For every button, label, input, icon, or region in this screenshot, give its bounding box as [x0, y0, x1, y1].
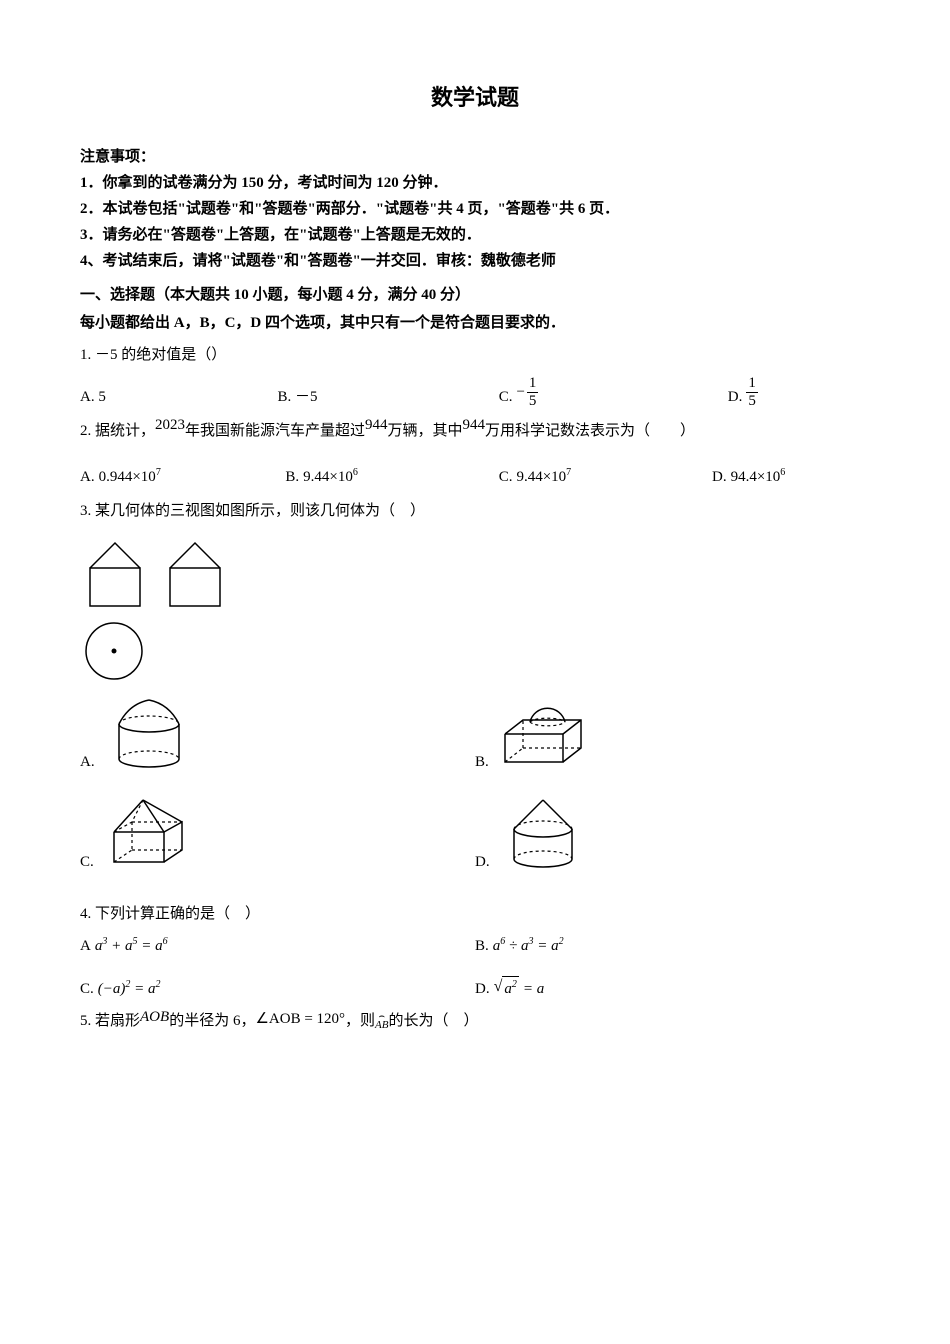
q4-a-label: A [80, 934, 91, 958]
q2-a-exp: 7 [156, 467, 161, 478]
q1-d-den: 5 [746, 393, 758, 410]
instruction-line-3: 3．请务必在"答题卷"上答题，在"试题卷"上答题是无效的． [80, 223, 870, 247]
q2-choice-a: A. 0.944×107 [80, 465, 285, 489]
q1-choice-b: B. －5 [278, 385, 499, 409]
q4-choice-d: D. √ a2 = a [475, 974, 870, 1001]
q4-d-exp: 2 [512, 979, 517, 990]
q4-a-eq: = a [137, 938, 162, 954]
q4-d-eq: = a [523, 977, 544, 1001]
question-1: 1. －5 的绝对值是（） A. 5 B. －5 C. − 1 5 D. 1 5 [80, 343, 870, 409]
q5-aob: AOB [140, 1005, 169, 1029]
q4-c-expr: (−a) [98, 981, 126, 997]
top-view-icon [82, 619, 147, 684]
instructions-header: 注意事项： [80, 145, 870, 169]
three-views-diagram [80, 533, 870, 684]
q5-text: 5. 若扇形 AOB 的半径为 6， ∠AOB = 120° ，则 ⌢ AB 的… [80, 1009, 479, 1033]
q1-c-neg: − [516, 380, 524, 404]
q2-c-label: C. [499, 465, 513, 489]
q4-b-eq: = a [534, 938, 559, 954]
side-view-icon [160, 533, 230, 613]
q3-choice-a: A. [80, 694, 475, 774]
q5-angle: ∠AOB = 120° [255, 1007, 345, 1031]
q4-a-plus: + a [107, 938, 132, 954]
q3-choice-d: D. [475, 794, 870, 874]
q1-choice-d: D. 1 5 [728, 375, 870, 409]
q1-d-num: 1 [746, 375, 758, 393]
q1-choice-a: A. 5 [80, 385, 278, 409]
q2-a-val: 0.944×10 [99, 469, 156, 485]
question-2: 2. 据统计， 2023 年我国新能源汽车产量超过 944 万辆，其中 944 … [80, 419, 870, 489]
q2-b-val: 9.44×10 [303, 469, 353, 485]
q2-mid2: 万辆，其中 [388, 419, 463, 443]
page-title: 数学试题 [80, 80, 870, 115]
q2-val1: 944 [365, 413, 388, 437]
q2-prefix: 2. 据统计， [80, 419, 155, 443]
instruction-line-1: 1．你拿到的试卷满分为 150 分，考试时间为 120 分钟． [80, 171, 870, 195]
solid-a-icon [101, 694, 196, 774]
q2-choice-d: D. 94.4×106 [712, 465, 870, 489]
q2-a-label: A. [80, 465, 95, 489]
q4-b-div: ÷ a [505, 938, 528, 954]
instructions-block: 注意事项： 1．你拿到的试卷满分为 150 分，考试时间为 120 分钟． 2．… [80, 145, 870, 273]
q2-choice-c: C. 9.44×107 [499, 465, 712, 489]
q5-mid1: 的半径为 6， [169, 1009, 255, 1033]
q4-text: 4. 下列计算正确的是（ ） [80, 902, 870, 926]
q4-a-e3: 6 [163, 936, 168, 947]
solid-d-icon [496, 794, 591, 874]
section-1-header: 一、选择题（本大题共 10 小题，每小题 4 分，满分 40 分） [80, 283, 870, 307]
q5-suffix: 的长为（ ） [389, 1009, 479, 1033]
q3-a-label: A. [80, 750, 95, 774]
q3-b-label: B. [475, 750, 489, 774]
q2-c-exp: 7 [566, 467, 571, 478]
q2-choice-b: B. 9.44×106 [285, 465, 498, 489]
q4-d-inner: a [504, 981, 512, 997]
q2-year: 2023 [155, 413, 185, 437]
solid-c-icon [100, 794, 195, 874]
q4-c-eq: = a [130, 981, 155, 997]
q5-prefix: 5. 若扇形 [80, 1009, 140, 1033]
q1-choice-c: C. − 1 5 [499, 375, 728, 409]
q3-d-label: D. [475, 850, 490, 874]
q4-c-exp2: 2 [156, 979, 161, 990]
q2-b-label: B. [285, 465, 299, 489]
instruction-line-4: 4、考试结束后，请将"试题卷"和"答题卷"一并交回．审核：魏敬德老师 [80, 249, 870, 273]
q4-choice-b: B. a6 ÷ a3 = a2 [475, 934, 870, 958]
q1-c-den: 5 [527, 393, 539, 410]
q4-choice-a: A a3 + a5 = a6 [80, 934, 475, 958]
q2-d-val: 94.4×10 [731, 469, 781, 485]
arc-ab-icon: ⌢ AB [375, 1012, 388, 1031]
q2-suffix: 万用科学记数法表示为（ ） [485, 419, 695, 443]
q3-choice-b: B. [475, 694, 870, 774]
instruction-line-2: 2．本试卷包括"试题卷"和"答题卷"两部分．"试题卷"共 4 页，"答题卷"共 … [80, 197, 870, 221]
q3-choice-c: C. [80, 794, 475, 874]
question-5: 5. 若扇形 AOB 的半径为 6， ∠AOB = 120° ，则 ⌢ AB 的… [80, 1009, 870, 1041]
section-1-subheader: 每小题都给出 A，B，C，D 四个选项，其中只有一个是符合题目要求的． [80, 311, 870, 335]
q5-arc-label: AB [375, 1019, 388, 1031]
q4-d-label: D. [475, 977, 490, 1001]
front-view-icon [80, 533, 150, 613]
q2-text: 2. 据统计， 2023 年我国新能源汽车产量超过 944 万辆，其中 944 … [80, 419, 695, 443]
sqrt-icon: √ [494, 974, 503, 1000]
q4-b-label: B. [475, 934, 489, 958]
q4-choice-c: C. (−a)2 = a2 [80, 974, 475, 1001]
q1-text: 1. －5 的绝对值是（） [80, 343, 870, 367]
q1-c-label: C. [499, 385, 513, 409]
q1-c-num: 1 [527, 375, 539, 393]
q4-c-label: C. [80, 977, 94, 1001]
q2-mid1: 年我国新能源汽车产量超过 [185, 419, 365, 443]
q2-c-val: 9.44×10 [516, 469, 566, 485]
question-4: 4. 下列计算正确的是（ ） A a3 + a5 = a6 B. a6 ÷ a3… [80, 902, 870, 1001]
q2-b-exp: 6 [353, 467, 358, 478]
q2-d-label: D. [712, 465, 727, 489]
q1-d-label: D. [728, 385, 743, 409]
q4-b-e3: 2 [559, 936, 564, 947]
q5-mid2: ，则 [345, 1009, 375, 1033]
q3-text: 3. 某几何体的三视图如图所示，则该几何体为（ ） [80, 499, 870, 523]
question-3: 3. 某几何体的三视图如图所示，则该几何体为（ ） A. [80, 499, 870, 894]
solid-b-icon [495, 694, 590, 774]
q3-c-label: C. [80, 850, 94, 874]
q2-val2: 944 [463, 413, 486, 437]
q2-d-exp: 6 [780, 467, 785, 478]
